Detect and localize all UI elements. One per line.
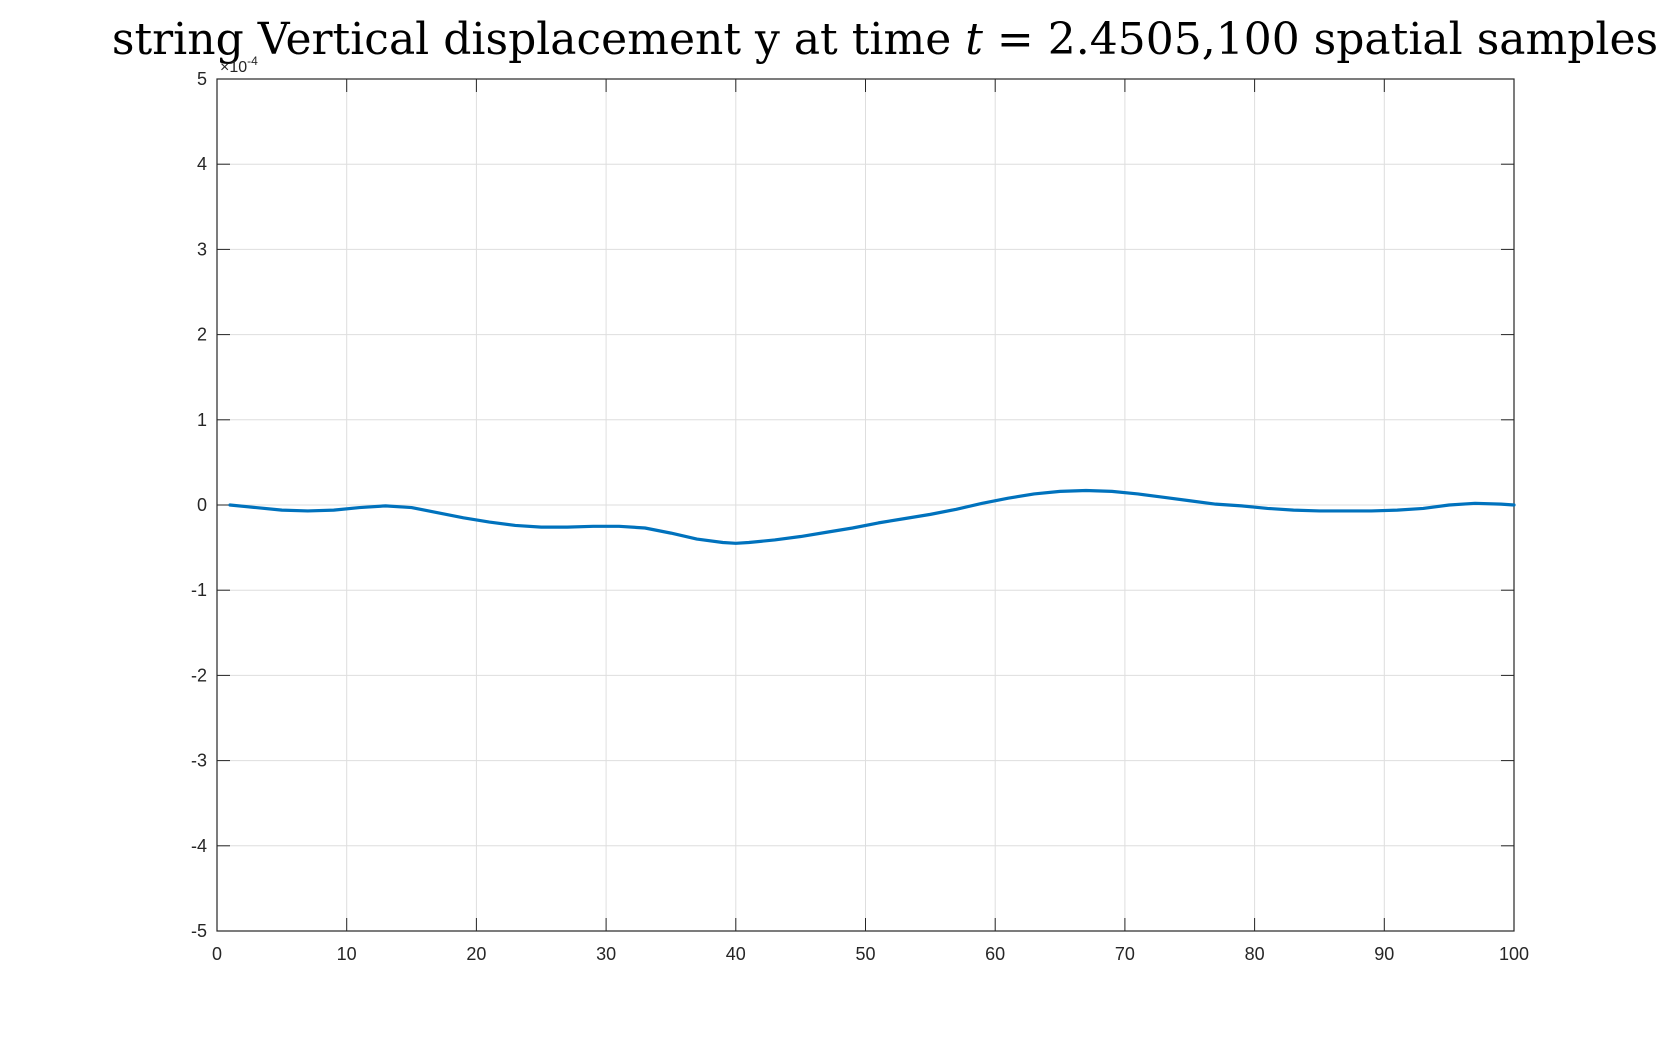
y-tick-label: -2 (191, 665, 207, 685)
x-tick-label: 60 (985, 944, 1005, 964)
y-tick-label: 4 (197, 154, 207, 174)
y-tick-label: -3 (191, 751, 207, 771)
x-tick-label: 40 (726, 944, 746, 964)
y-axis-exponent-label: ×10-4 (220, 54, 258, 76)
series-line-0 (228, 488, 1516, 545)
x-tick-label: 10 (337, 944, 357, 964)
chart-title-suffix: 2.4505,100 spatial samples (1048, 14, 1658, 65)
x-tick-label: 100 (1499, 944, 1529, 964)
y-tick-label: -5 (191, 921, 207, 941)
chart-title-prefix: string Vertical displacement y at time (112, 14, 965, 65)
y-tick-label: 5 (197, 69, 207, 89)
x-tick-label: 50 (855, 944, 875, 964)
x-tick-label: 70 (1115, 944, 1135, 964)
y-tick-label: 3 (197, 239, 207, 259)
y-tick-label: 2 (197, 325, 207, 345)
y-tick-label: 0 (197, 495, 207, 515)
chart-title-variable: t (965, 14, 983, 65)
y-tick-label: 1 (197, 410, 207, 430)
y-axis-exponent-power: -4 (247, 54, 258, 68)
x-tick-label: 90 (1374, 944, 1394, 964)
chart-title-equals: = (983, 14, 1048, 65)
y-axis-exponent-base: ×10 (220, 59, 247, 76)
x-tick-label: 80 (1245, 944, 1265, 964)
x-tick-label: 0 (212, 944, 222, 964)
x-tick-label: 20 (466, 944, 486, 964)
series-layer (228, 488, 1516, 545)
y-tick-label: -4 (191, 836, 207, 856)
x-tick-label: 30 (596, 944, 616, 964)
chart-title: string Vertical displacement y at time t… (112, 14, 1658, 65)
y-tick-label: -1 (191, 580, 207, 600)
grid-lines (217, 79, 1514, 931)
axis-ticks (216, 78, 1515, 932)
